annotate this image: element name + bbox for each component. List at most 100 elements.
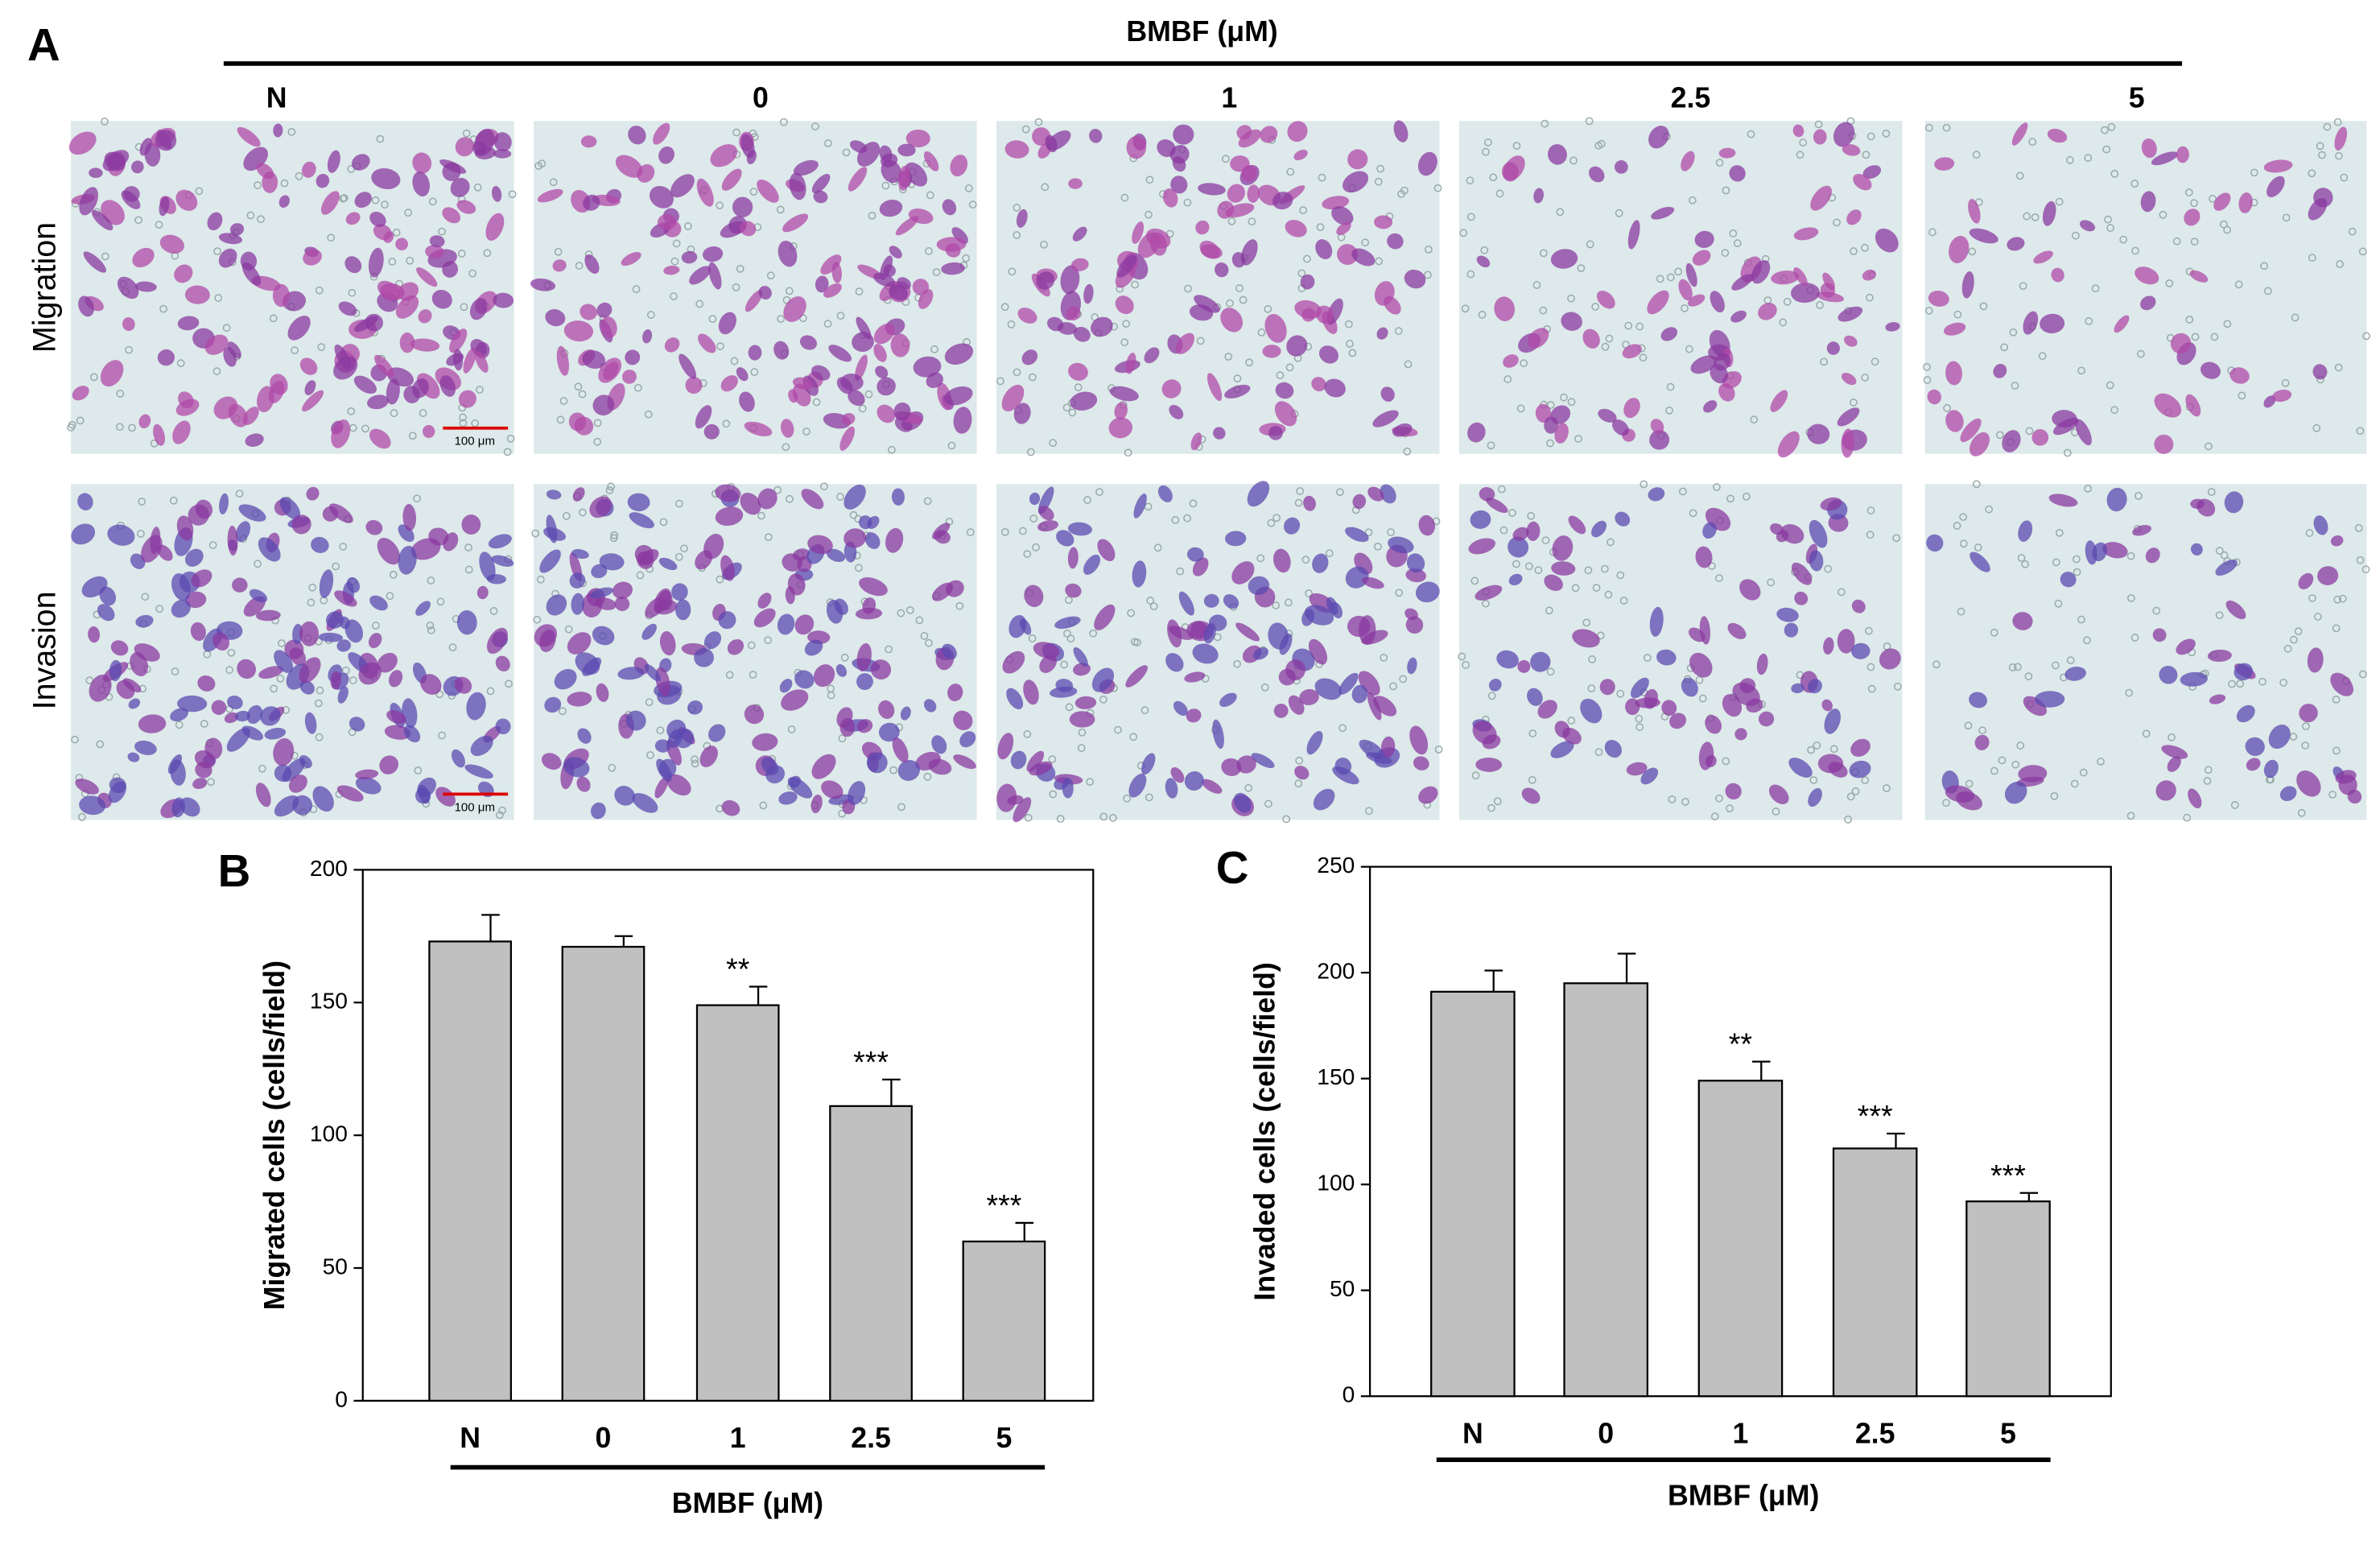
pore xyxy=(1029,514,1038,523)
pore xyxy=(1924,123,1933,132)
cell xyxy=(944,343,974,365)
cell xyxy=(1926,534,1944,552)
pore xyxy=(1959,513,1968,522)
pore xyxy=(460,303,468,312)
cell xyxy=(1418,786,1438,804)
pore xyxy=(1585,117,1594,126)
pore xyxy=(1546,667,1555,676)
cell xyxy=(663,265,680,275)
cell xyxy=(185,591,207,609)
cell xyxy=(1347,149,1368,170)
pore xyxy=(1404,360,1413,369)
cell xyxy=(1501,162,1519,182)
column-label: 1 xyxy=(1221,81,1237,114)
pore xyxy=(2228,679,2236,688)
cell xyxy=(1970,432,1990,456)
cell xyxy=(1306,730,1323,755)
cell xyxy=(238,504,266,522)
pore xyxy=(764,636,772,645)
cell xyxy=(100,360,124,387)
cell xyxy=(1343,171,1369,193)
pore xyxy=(1284,598,1293,607)
pore xyxy=(1424,271,1432,279)
pore xyxy=(2209,194,2217,203)
pore xyxy=(448,643,457,652)
pore xyxy=(1560,393,1568,402)
pore xyxy=(1685,345,1693,353)
pore xyxy=(1503,375,1512,383)
pore xyxy=(235,489,244,498)
cell xyxy=(268,380,285,403)
micrograph xyxy=(996,481,1443,824)
cell xyxy=(1337,244,1358,265)
cell xyxy=(835,664,848,677)
cell xyxy=(368,247,384,278)
pore xyxy=(2072,231,2080,240)
pore xyxy=(925,247,933,255)
cell xyxy=(77,493,93,510)
pore xyxy=(1487,692,1496,700)
cell xyxy=(1070,391,1098,411)
cell xyxy=(1521,787,1541,804)
pore xyxy=(1095,488,1103,497)
cell xyxy=(1656,649,1677,666)
pore xyxy=(1276,371,1285,380)
micrograph xyxy=(71,484,514,821)
cell xyxy=(1927,389,1941,405)
cell xyxy=(2296,770,2321,797)
pore xyxy=(2238,391,2246,400)
pore xyxy=(1239,295,1248,304)
cell xyxy=(1318,345,1338,364)
cell xyxy=(658,557,678,571)
cell xyxy=(1213,427,1226,440)
pore xyxy=(605,486,614,494)
cell xyxy=(1247,184,1260,203)
cell xyxy=(1359,739,1384,759)
bar xyxy=(1697,1080,1784,1398)
header: BMBF (μM) xyxy=(1126,15,1277,48)
cell xyxy=(856,673,873,691)
pore xyxy=(2308,594,2316,602)
pore xyxy=(838,734,847,743)
pore xyxy=(2190,199,2198,208)
cell xyxy=(450,177,470,197)
pore xyxy=(675,499,683,508)
pore xyxy=(2000,343,2009,352)
cell xyxy=(1202,779,1223,794)
pore xyxy=(1545,606,1553,615)
pore xyxy=(246,211,255,220)
cell xyxy=(139,138,152,156)
cell xyxy=(167,754,183,774)
column-label: 2.5 xyxy=(1671,81,1711,114)
cell xyxy=(1826,341,1840,355)
cell xyxy=(530,278,555,291)
cell xyxy=(1817,754,1844,774)
cell xyxy=(1056,530,1075,547)
cell xyxy=(1017,308,1037,324)
pore xyxy=(1524,562,1533,571)
cell xyxy=(789,172,806,200)
cell xyxy=(1268,426,1283,440)
cell xyxy=(1604,739,1622,758)
cell xyxy=(1225,531,1247,547)
cell xyxy=(739,221,757,237)
cell xyxy=(1689,652,1713,678)
cell xyxy=(493,149,512,159)
cell xyxy=(736,367,749,382)
pore xyxy=(2207,488,2216,496)
pore xyxy=(1604,590,1613,599)
cell xyxy=(1125,353,1136,374)
cell xyxy=(1945,361,1962,386)
cell xyxy=(2313,515,2328,535)
cell xyxy=(628,126,646,145)
cell xyxy=(695,405,712,429)
pore xyxy=(1678,487,1687,496)
pore xyxy=(955,601,964,610)
cell xyxy=(670,174,695,198)
cell xyxy=(383,231,394,243)
cell xyxy=(844,528,867,548)
cell xyxy=(1046,130,1071,151)
cell xyxy=(1157,485,1173,502)
cell xyxy=(2170,333,2192,354)
cell xyxy=(258,537,281,562)
